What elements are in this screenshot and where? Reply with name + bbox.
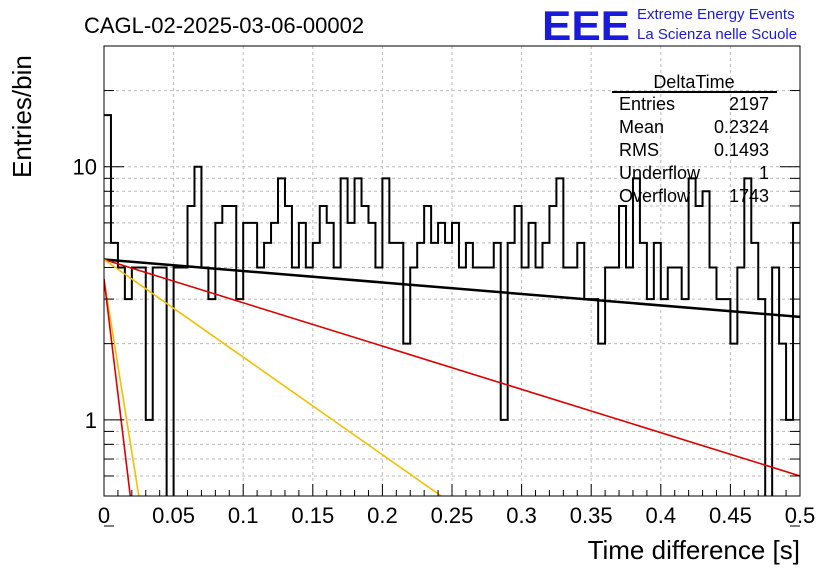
x-axis-label: Time difference [s] — [588, 535, 800, 565]
stats-value: 1 — [759, 163, 769, 183]
fit-curves — [104, 258, 800, 496]
eee-logo-line1: Extreme Energy Events — [637, 6, 795, 23]
x-tick-label: 0.2 — [367, 503, 398, 528]
stats-label: Overflow — [619, 186, 691, 206]
fit-curve-5 — [104, 278, 132, 496]
x-tick-label: 0.35 — [570, 503, 613, 528]
stats-box: DeltaTime Entries 2197 Mean 0.2324 RMS 0.1493… — [612, 72, 777, 206]
run-title: CAGL-02-2025-03-06-00002 — [84, 13, 364, 38]
grid — [104, 46, 800, 496]
x-tick-label: 0.15 — [291, 503, 334, 528]
x-tick-label: 0.05 — [152, 503, 195, 528]
stats-title: DeltaTime — [653, 72, 734, 92]
plot-frame — [103, 45, 801, 497]
stats-rows: Entries 2197 Mean 0.2324 RMS 0.1493 Underflow 1… — [619, 94, 769, 206]
fit-curve-2 — [104, 258, 800, 477]
x-tick-labels: 0 0.05 0.1 0.15 0.2 0.25 0.3 0.35 0.4 0.45 0.5 — [98, 503, 815, 528]
x-tick-label: 0.1 — [228, 503, 259, 528]
y-tick-labels: 1 10 — [73, 155, 97, 433]
stats-value: 0.1493 — [714, 140, 769, 160]
eee-logo-line2: La Scienza nelle Scuole — [637, 26, 797, 43]
fit-curve-3 — [104, 258, 443, 496]
stats-value: 2197 — [729, 94, 769, 114]
eee-logo-text: EEE — [542, 2, 630, 49]
x-tick-label: 0.3 — [506, 503, 537, 528]
fit-curve-1 — [104, 258, 800, 319]
stats-value: 0.2324 — [714, 117, 769, 137]
stats-label: Underflow — [619, 163, 701, 183]
x-tick-label: 0.45 — [709, 503, 752, 528]
stats-label: RMS — [619, 140, 659, 160]
eee-logo: EEE Extreme Energy Events La Scienza nel… — [542, 2, 797, 49]
x-tick-label: 0.4 — [646, 503, 677, 528]
y-tick-label: 1 — [85, 408, 97, 433]
fit-curve-4 — [104, 278, 140, 496]
stats-label: Mean — [619, 117, 664, 137]
y-axis-label: Entries/bin — [7, 55, 37, 178]
x-tick-label: 0.5 — [785, 503, 816, 528]
stats-value: 1743 — [729, 186, 769, 206]
stats-label: Entries — [619, 94, 675, 114]
y-tick-label: 10 — [73, 155, 97, 180]
x-tick-label: 0 — [98, 503, 110, 528]
x-tick-label: 0.25 — [431, 503, 474, 528]
